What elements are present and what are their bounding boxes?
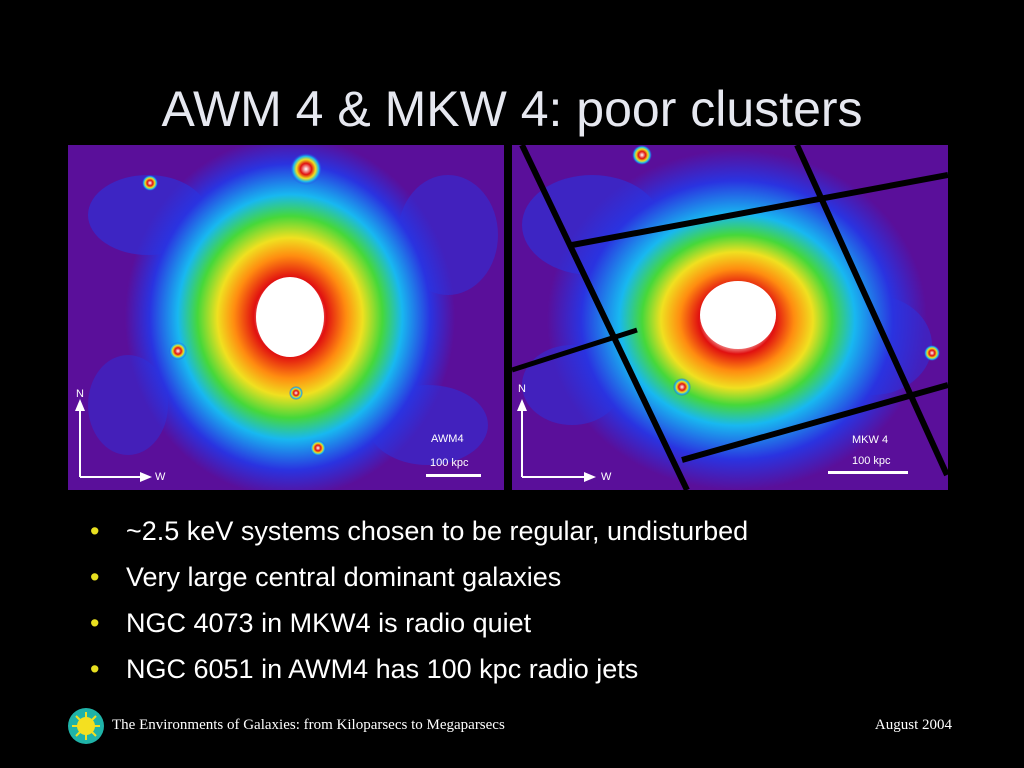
bullet-item: • NGC 6051 in AWM4 has 100 kpc radio jets	[90, 646, 748, 692]
slide-title: AWM 4 & MKW 4: poor clusters	[161, 81, 863, 137]
bullet-item: • Very large central dominant galaxies	[90, 554, 748, 600]
north-label: N	[518, 383, 526, 395]
bullet-item: • NGC 4073 in MKW4 is radio quiet	[90, 600, 748, 646]
awm4-xray-image: N W AWM4 100 kpc	[68, 145, 504, 490]
bullet-item: • ~2.5 keV systems chosen to be regular, …	[90, 508, 748, 554]
bullet-text: ~2.5 keV systems chosen to be regular, u…	[126, 516, 749, 546]
mkw4-xray-image: N W MKW 4 100 kpc	[512, 145, 948, 490]
west-label: W	[155, 471, 166, 483]
cluster-label-awm4: AWM4	[431, 433, 464, 445]
bullet-icon: •	[90, 654, 100, 684]
footer-title: The Environments of Galaxies: from Kilop…	[112, 717, 505, 733]
bullet-list: • ~2.5 keV systems chosen to be regular, …	[90, 508, 748, 692]
footer-date: August 2004	[874, 717, 952, 733]
north-label: N	[76, 388, 84, 400]
bullet-text: Very large central dominant galaxies	[126, 562, 562, 592]
sun-logo-icon	[68, 708, 104, 744]
bullet-text: NGC 4073 in MKW4 is radio quiet	[126, 608, 532, 638]
bullet-text: NGC 6051 in AWM4 has 100 kpc radio jets	[126, 654, 639, 684]
west-label: W	[601, 471, 612, 483]
bullet-icon: •	[90, 516, 100, 546]
bullet-icon: •	[90, 608, 100, 638]
scale-bar-label: 100 kpc	[430, 457, 469, 469]
scale-bar-label: 100 kpc	[852, 455, 891, 467]
bullet-icon: •	[90, 562, 100, 592]
mkw4-image-canvas	[512, 145, 948, 490]
cluster-label-mkw4: MKW 4	[852, 434, 889, 446]
awm4-image-canvas	[68, 145, 504, 490]
